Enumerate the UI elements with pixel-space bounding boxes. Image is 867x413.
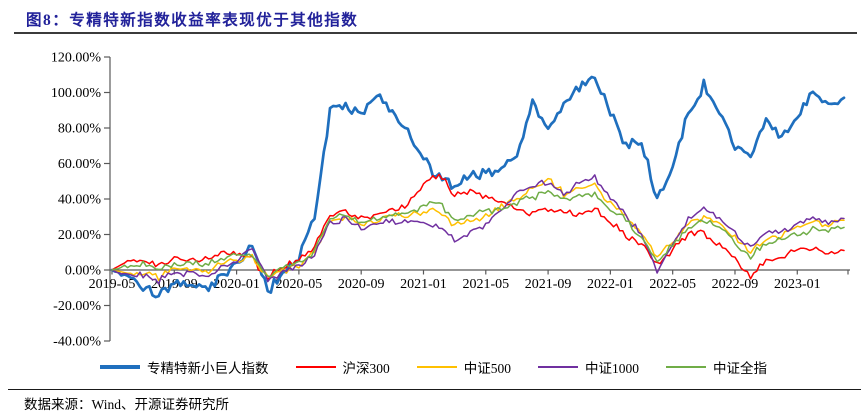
figure-title-prefix: 图8：	[26, 12, 70, 29]
x-axis-tick-label: 2023-01	[774, 277, 821, 292]
returns-line-chart: 120.00% 100.00% 80.00% 60.00% 40.00% 20.00% 0.…	[51, 51, 850, 350]
x-axis-tick-label: 2020-01	[213, 277, 260, 292]
chart-legend: 专精特新小巨人指数 沪深300 中证500 中证1000 中证全指	[0, 357, 867, 377]
legend-item-1: 沪深300	[295, 357, 390, 377]
y-axis-tick-label: 80.00%	[58, 122, 102, 137]
y-axis-tick-label: 20.00%	[58, 228, 102, 243]
x-axis-tick-label: 2020-09	[338, 277, 385, 292]
legend-label: 专精特新小巨人指数	[147, 361, 269, 376]
x-axis-tick-label: 2022-01	[587, 277, 634, 292]
y-axis-tick-label: -40.00%	[53, 335, 101, 350]
series-line-0	[110, 75, 846, 299]
data-source-label: 数据来源：	[24, 397, 92, 412]
data-source: 数据来源：Wind、开源证券研究所	[24, 393, 229, 413]
x-axis-tick-label: 2021-09	[525, 277, 572, 292]
legend-line-swatch	[666, 365, 706, 369]
data-source-text: Wind、开源证券研究所	[91, 397, 229, 412]
y-axis-tick-label: -20.00%	[53, 299, 101, 314]
y-axis-tick-label: 0.00%	[65, 264, 102, 279]
y-axis-tick-label: 120.00%	[51, 51, 102, 66]
series-line-1	[111, 173, 845, 281]
figure-title-text: 专精特新指数收益率表现优于其他指数	[69, 12, 359, 29]
series-line-2	[111, 177, 845, 282]
title-underline	[14, 32, 857, 34]
x-axis-tick-label: 2022-05	[649, 277, 696, 292]
x-axis-tick-label: 2020-05	[276, 277, 323, 292]
legend-item-2: 中证500	[416, 357, 511, 377]
y-axis-tick-label: 60.00%	[58, 157, 102, 172]
figure-title: 图8：专精特新指数收益率表现优于其他指数	[26, 8, 358, 30]
footer-divider	[8, 389, 861, 390]
x-axis-tick-label: 2021-05	[462, 277, 509, 292]
legend-line-swatch	[100, 365, 140, 369]
series-line-3	[111, 174, 845, 285]
legend-line-swatch	[538, 365, 578, 369]
series-line-4	[111, 189, 845, 278]
y-axis-tick-label: 40.00%	[58, 193, 102, 208]
legend-line-swatch	[416, 365, 457, 369]
legend-label: 中证全指	[713, 361, 767, 376]
legend-label: 中证1000	[585, 361, 639, 376]
legend-label: 沪深300	[342, 361, 390, 376]
legend-line-swatch	[295, 365, 336, 369]
x-axis-tick-label: 2019-05	[89, 277, 136, 292]
legend-item-0: 专精特新小巨人指数	[100, 357, 269, 377]
x-axis-tick-label: 2022-09	[712, 277, 759, 292]
x-axis-tick-label: 2021-01	[400, 277, 447, 292]
legend-item-4: 中证全指	[666, 357, 767, 377]
legend-label: 中证500	[463, 361, 511, 376]
y-axis-tick-label: 100.00%	[51, 86, 102, 101]
legend-item-3: 中证1000	[538, 357, 639, 377]
